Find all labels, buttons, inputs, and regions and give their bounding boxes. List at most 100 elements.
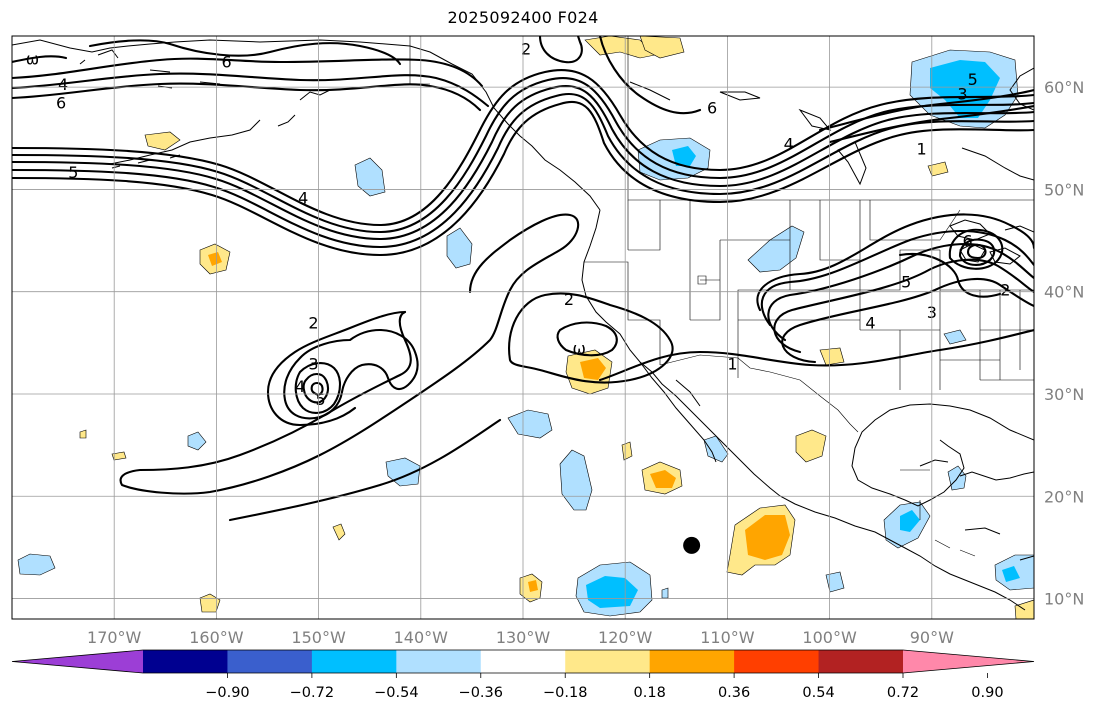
coastline	[581, 209, 1026, 611]
contour-label: 3	[957, 84, 967, 103]
negative-area-strong	[672, 146, 696, 166]
positive-area	[795, 429, 827, 463]
coastline	[12, 39, 601, 211]
negative-area-strong	[1002, 566, 1020, 582]
storm-position-marker	[683, 536, 701, 554]
positive-area	[639, 36, 685, 59]
contour-line	[12, 57, 484, 88]
contour-line	[12, 68, 1034, 227]
latitude-tick-label: 10°N	[1044, 590, 1084, 609]
contour-line	[818, 88, 1034, 132]
positive-area	[819, 347, 845, 366]
colorbar-tick-label: −0.90	[205, 685, 249, 701]
contour-label: 4	[295, 377, 305, 396]
contour-label: 5	[968, 70, 978, 89]
contour-line	[12, 72, 490, 108]
contour-line	[12, 92, 1034, 249]
coastline	[629, 81, 832, 131]
negative-area	[703, 435, 729, 463]
contour-label: ω	[573, 339, 586, 358]
longitude-tick-label: 170°W	[87, 628, 142, 647]
map-frame	[11, 35, 1035, 620]
positive-area-strong	[208, 252, 222, 266]
colorbar-tick-label: 0.54	[802, 685, 834, 701]
contour-line	[781, 277, 1034, 364]
negative-area-strong	[930, 60, 1000, 118]
positive-area-strong	[580, 358, 606, 380]
negative-area	[17, 553, 56, 576]
coastline	[1009, 67, 1034, 111]
gridlines	[12, 36, 1034, 619]
state-border	[869, 200, 1034, 381]
latitude-tick-label: 30°N	[1044, 385, 1084, 404]
contour-label: 1	[916, 140, 926, 159]
contour-label: 6	[56, 93, 66, 112]
contour-line	[966, 243, 987, 260]
country-border	[659, 354, 859, 433]
contour-line	[773, 258, 1034, 354]
colorbar-segment	[311, 650, 397, 673]
contour-layer	[12, 36, 1034, 522]
contour-line	[12, 76, 1034, 234]
colorbar-tick-label: −0.72	[290, 685, 334, 701]
contour-line	[12, 101, 1034, 257]
contour-label: 5	[316, 390, 326, 409]
coastline	[1004, 225, 1034, 233]
longitude-tick-label: 160°W	[189, 628, 244, 647]
contour-line	[598, 36, 702, 115]
negative-area	[354, 157, 386, 197]
positive-area-strong	[650, 470, 676, 488]
contour-line	[756, 213, 1034, 312]
colorbar-segment	[396, 650, 482, 673]
coastline	[639, 361, 717, 463]
contour-line	[283, 328, 419, 420]
positive-area	[111, 451, 127, 461]
negative-area	[187, 431, 207, 451]
contour-label: 2	[564, 290, 574, 309]
longitude-tick-label: 120°W	[598, 628, 653, 647]
contour-line	[948, 228, 1004, 270]
coastline	[79, 49, 221, 89]
contour-line	[556, 321, 618, 357]
contour-label: 3	[308, 354, 318, 373]
contour-line	[538, 36, 583, 64]
colorbar-segment	[649, 650, 735, 673]
contour-line	[88, 39, 402, 66]
negative-area	[637, 137, 711, 181]
latitude-tick-label: 60°N	[1044, 78, 1084, 97]
colorbar-segments	[11, 649, 1035, 674]
contour-line	[12, 55, 68, 64]
country-border	[900, 469, 976, 557]
negative-area	[446, 227, 473, 269]
colorbar-tick-labels: −0.90 −0.72 −0.54 −0.36 −0.18 0.18 0.36 0.54 0.7…	[205, 673, 1004, 701]
contour-label: ω	[26, 50, 39, 69]
longitude-tick-label: 100°W	[802, 628, 857, 647]
contour-label: 4	[784, 134, 794, 153]
contour-label: 4	[865, 313, 875, 332]
negative-area	[507, 409, 553, 439]
longitude-tick-label: 140°W	[394, 628, 449, 647]
contour-line	[302, 372, 330, 404]
contour-line	[828, 104, 1034, 144]
contour-label: 1	[727, 354, 737, 373]
contour-line	[119, 213, 580, 495]
colorbar-segment	[227, 650, 313, 673]
positive-area	[621, 441, 633, 461]
coastline	[919, 459, 1034, 561]
longitude-tick-label: 130°W	[496, 628, 551, 647]
contour-label: 5	[68, 163, 78, 182]
colorbar-tick-label: 0.90	[971, 685, 1003, 701]
coastline	[961, 147, 1034, 181]
contour-label: 2	[521, 39, 531, 58]
contour-line	[266, 310, 407, 427]
longitude-tick-label: 150°W	[291, 628, 346, 647]
colorbar-tick-label: −0.18	[543, 685, 587, 701]
latitude-tick-label: 50°N	[1044, 180, 1084, 199]
negative-area	[385, 457, 421, 487]
contour-line	[767, 243, 1034, 342]
coastline-layer	[12, 39, 1034, 611]
colorbar-tick-label: −0.36	[459, 685, 503, 701]
positive-area	[144, 131, 181, 151]
longitude-tick-label: 90°W	[910, 628, 954, 647]
positive-area-strong	[528, 580, 538, 592]
